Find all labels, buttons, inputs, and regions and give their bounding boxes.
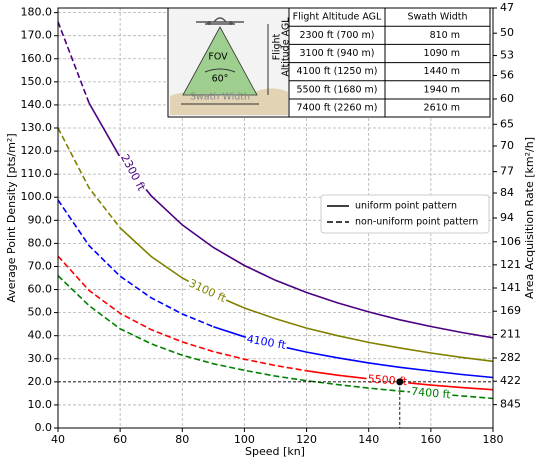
x-axis-title: Speed [kn] <box>245 445 305 458</box>
legend: uniform point pattern non-uniform point p… <box>320 194 490 234</box>
x-tick-label: 160 <box>420 433 441 446</box>
y-tick-label: 60.0 <box>28 283 53 296</box>
y2-tick-label: 84 <box>500 186 514 199</box>
y2-tick-label: 77 <box>500 165 514 178</box>
curve-label-text: 4100 ft <box>246 332 288 352</box>
y-tick-label: 10.0 <box>28 398 53 411</box>
y-tick-label: 0.0 <box>35 421 53 434</box>
legend-label: non-uniform point pattern <box>355 217 478 228</box>
table-cell: 810 m <box>430 30 460 41</box>
curve-uniform <box>88 102 494 339</box>
curve-nonuniform <box>57 127 121 229</box>
table-cell: 2610 m <box>424 103 460 114</box>
x-tick-label: 120 <box>296 433 317 446</box>
curve-label: 7400 ft <box>409 385 453 402</box>
y2-tick-label: 50 <box>500 26 514 39</box>
y2-tick-label: 121 <box>500 258 521 271</box>
airplane-engine-l <box>207 21 211 25</box>
x-tick-label: 140 <box>358 433 379 446</box>
table-cell: 3100 ft (940 m) <box>300 48 375 59</box>
table-cell: 7400 ft (2260 m) <box>297 103 378 114</box>
x-tick-label: 100 <box>234 433 255 446</box>
y2-axis-title: Area Acquisition Rate [km²/h] <box>523 137 536 299</box>
x-tick-label: 180 <box>483 433 504 446</box>
y2-tick-label: 47 <box>500 1 514 14</box>
y-tick-label: 80.0 <box>28 236 53 249</box>
angle-arc <box>204 68 236 73</box>
curve-label-bg <box>117 151 148 195</box>
curve-label: 3100 ft <box>185 276 229 306</box>
y-tick-label: 130.0 <box>21 121 53 134</box>
y2-tick-label: 845 <box>500 398 521 411</box>
legend-box <box>320 194 490 234</box>
y-tick-label: 30.0 <box>28 352 53 365</box>
x-tick-label: 60 <box>113 433 127 446</box>
fov-label: FOV <box>208 52 228 63</box>
y2-tick-label: 141 <box>500 281 521 294</box>
y-tick-label: 160.0 <box>21 52 53 65</box>
y-axis-title: Average Point Density [pts/m²] <box>5 133 18 302</box>
y2-tick-label: 70 <box>500 139 514 152</box>
altitude-label: Altitude AGL <box>281 17 292 77</box>
curve-label: 2300 ft <box>117 151 148 195</box>
angle-label: 60° <box>212 74 229 85</box>
x-tick-label: 80 <box>175 433 189 446</box>
curve-uniform <box>119 227 494 363</box>
y-tick-label: 120.0 <box>21 144 53 157</box>
table-cell: 1090 m <box>424 48 460 59</box>
y-tick-label: 70.0 <box>28 259 53 272</box>
y2-tick-label: 282 <box>500 351 521 364</box>
table-cell: 1940 m <box>424 84 460 95</box>
y-tick-label: 20.0 <box>28 375 53 388</box>
y2-tick-label: 211 <box>500 327 521 340</box>
curve-label-bg <box>185 276 229 306</box>
table-cell: 1440 m <box>424 66 460 77</box>
y2-tick-label: 53 <box>500 49 514 62</box>
curve-nonuniform <box>57 21 90 104</box>
table-header: Swath Width <box>408 12 468 23</box>
curve-label-text: 7400 ft <box>411 385 452 401</box>
y2-tick-label: 60 <box>500 92 514 105</box>
y-tick-label: 90.0 <box>28 213 53 226</box>
curve-nonuniform <box>57 255 307 372</box>
y2-tick-label: 169 <box>500 304 521 317</box>
y2-tick-label: 56 <box>500 69 514 82</box>
swath-label: Swath Width <box>190 92 250 103</box>
y2-tick-label: 94 <box>500 211 514 224</box>
y-tick-label: 140.0 <box>21 98 53 111</box>
curve-label-bg <box>409 385 453 402</box>
curve-label: 4100 ft <box>244 332 288 353</box>
y2-tick-label: 106 <box>500 235 521 248</box>
y-tick-label: 170.0 <box>21 29 53 42</box>
y2-tick-label: 422 <box>500 374 521 387</box>
legend-label: uniform point pattern <box>355 201 457 212</box>
marker-point <box>396 378 404 386</box>
curve-label-text: 3100 ft <box>187 277 229 306</box>
airplane-engine-r <box>229 21 233 25</box>
y-tick-label: 110.0 <box>21 167 53 180</box>
table-cell: 5500 ft (1680 m) <box>297 84 378 95</box>
table-cell: 2300 ft (700 m) <box>300 30 375 41</box>
curve-label-text: 2300 ft <box>118 152 148 194</box>
altitude-label: Flight <box>272 33 283 60</box>
curve-label-bg <box>244 333 288 353</box>
x-tick-label: 40 <box>51 433 65 446</box>
fov-cone <box>182 26 258 96</box>
y2-tick-label: 65 <box>500 117 514 130</box>
curve-nonuniform <box>57 199 214 328</box>
y-tick-label: 40.0 <box>28 329 53 342</box>
y-tick-label: 150.0 <box>21 75 53 88</box>
y-tick-label: 100.0 <box>21 190 53 203</box>
table-header: Flight Altitude AGL <box>293 12 382 23</box>
table-cell: 4100 ft (1250 m) <box>297 66 378 77</box>
y-tick-label: 180.0 <box>21 6 53 19</box>
y-tick-label: 50.0 <box>28 306 53 319</box>
